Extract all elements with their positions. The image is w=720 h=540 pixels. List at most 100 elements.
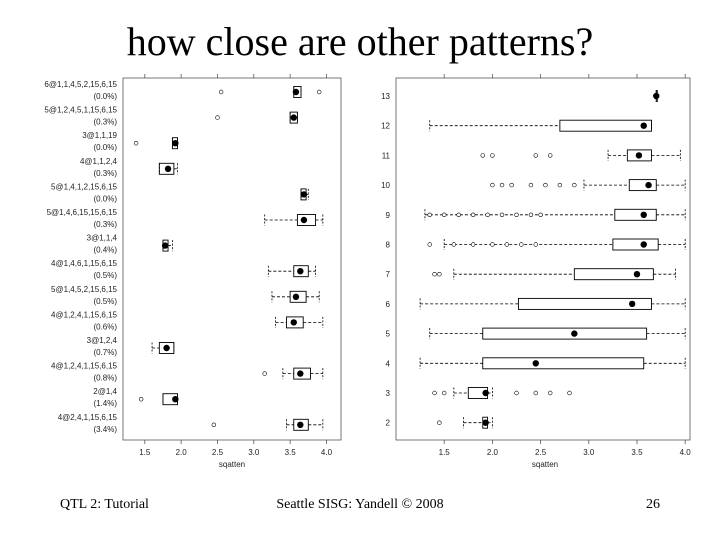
median-point <box>640 211 647 218</box>
boxplot-row: 7 <box>386 268 676 281</box>
boxplot-row: 4@2,4,1,15,6,15 (3.4%) <box>58 413 324 434</box>
box-iqr <box>158 162 175 175</box>
outlier-point <box>528 212 534 218</box>
outlier-point <box>543 182 548 188</box>
row-percent: (0.7%) <box>93 348 117 357</box>
outlier-point <box>533 390 538 396</box>
boxplot-row: 2 <box>386 416 493 429</box>
outlier-point <box>138 397 144 402</box>
outlier-point <box>548 390 553 396</box>
median-point <box>297 421 304 428</box>
median-point <box>290 114 297 121</box>
row-label: 7 <box>386 270 391 279</box>
row-percent: (0.0%) <box>93 92 117 101</box>
row-percent: (0.4%) <box>93 246 117 255</box>
outlier-point <box>215 115 220 120</box>
row-label: 4@2,4,1,15,6,15 <box>58 413 118 422</box>
outlier-point <box>533 242 538 247</box>
row-label: 4@1,2,4,1,15,6,15 <box>51 362 118 371</box>
row-label: 3@1,1,4 <box>87 234 118 243</box>
outlier-point <box>262 371 267 376</box>
row-label: 5@1,4,5,2,15,6,15 <box>51 285 118 294</box>
median-point <box>633 271 641 278</box>
footer-credit: Seattle SISG: Yandell © 2008 <box>276 497 444 512</box>
boxplot-row: 6 <box>386 297 686 310</box>
boxplot-row: 4@1,2,4,1,15,6,15 (0.8%) <box>51 362 324 383</box>
median-point <box>482 389 489 397</box>
box-iqr <box>286 316 304 329</box>
outlier-point <box>504 242 510 247</box>
x-tick-label: 2.0 <box>487 448 499 457</box>
outlier-point <box>533 153 538 158</box>
box-iqr <box>289 290 307 303</box>
row-label: 5@1,4,1,2,15,6,15 <box>51 182 118 191</box>
boxplot-row: 3 <box>386 387 572 399</box>
median-point <box>628 300 636 308</box>
row-label: 9 <box>386 211 391 220</box>
boxplot-row: 5@1,4,5,2,15,6,15 (0.5%) <box>51 285 320 306</box>
outlier-point <box>432 390 437 396</box>
median-point <box>640 122 647 129</box>
outlier-point <box>480 153 485 158</box>
median-point <box>300 191 308 198</box>
median-point <box>653 92 660 100</box>
outlier-point <box>485 212 490 218</box>
outlier-point <box>557 182 563 188</box>
row-label: 4@1,2,4,1,15,6,15 <box>51 310 118 319</box>
outlier-point <box>490 182 495 188</box>
row-label: 6 <box>386 300 391 309</box>
row-label: 2@1,4 <box>93 387 117 396</box>
boxplot-row: 8 <box>386 238 686 251</box>
x-tick-label: 3.5 <box>631 448 643 457</box>
row-percent: (0.3%) <box>93 169 117 178</box>
box-iqr <box>293 265 309 278</box>
outlier-point <box>470 242 476 247</box>
boxplot-row: 6@1,1,4,5,2,15,6,15 (0.0%) <box>44 80 322 101</box>
outlier-point <box>548 153 553 158</box>
median-point <box>292 293 300 300</box>
row-label: 13 <box>381 92 390 101</box>
x-tick-label: 3.0 <box>248 448 260 457</box>
row-percent: (0.5%) <box>93 297 117 306</box>
median-point <box>292 88 300 96</box>
median-point <box>163 344 170 352</box>
median-point <box>172 396 179 403</box>
row-percent: (0.3%) <box>93 220 117 229</box>
median-point <box>161 242 169 249</box>
box-iqr <box>296 214 317 226</box>
x-tick-label: 4.0 <box>321 448 333 457</box>
boxplot-row: 3@1,2,4 (0.7%) <box>87 336 175 357</box>
median-point <box>640 241 647 248</box>
box-iqr <box>482 357 645 370</box>
row-label: 3@1,1,19 <box>82 131 117 140</box>
row-percent: (0.6%) <box>93 322 117 331</box>
outlier-point <box>567 390 572 396</box>
outlier-point <box>441 390 447 396</box>
outlier-point <box>427 212 432 218</box>
row-label: 3@1,2,4 <box>87 336 118 345</box>
boxplot-row: 12 <box>381 119 652 132</box>
row-label: 2 <box>386 419 391 428</box>
row-percent: (0.3%) <box>93 118 117 127</box>
outlier-point <box>572 182 577 188</box>
median-point <box>482 419 489 426</box>
row-label: 5@1,2,4,5,1,15,6,15 <box>44 106 117 115</box>
outlier-point <box>499 212 505 218</box>
boxplot-row: 4 <box>386 357 686 370</box>
row-percent: (3.4%) <box>93 425 117 434</box>
boxplot-row: 3@1,1,4 (0.4%) <box>87 234 173 255</box>
median-point <box>532 360 539 367</box>
row-label: 4@1,4,6,1,15,6,15 <box>51 259 118 268</box>
row-label: 4 <box>386 359 391 368</box>
outlier-point <box>519 242 524 247</box>
right-boxplot-panel: 1.5 2.0 2.5 3.0 3.5 4.0 sqatten 13 12 11 10 9 8 7 6 5 4 3… <box>381 74 691 469</box>
left-boxplot-panel: 1.5 2.0 2.5 3.0 3.5 4.0 sqatten 6@1,1,4,5,2,15,… <box>44 74 342 469</box>
median-point <box>172 140 179 147</box>
x-tick-label: 2.0 <box>176 448 188 457</box>
outlier-point <box>437 420 442 425</box>
box-iqr <box>612 238 659 251</box>
boxplot-row: 4@1,2,4,1,15,6,15 (0.6%) <box>51 310 324 331</box>
median-point <box>645 181 652 189</box>
boxplot-row: 2@1,4 (1.4%) <box>93 387 179 408</box>
